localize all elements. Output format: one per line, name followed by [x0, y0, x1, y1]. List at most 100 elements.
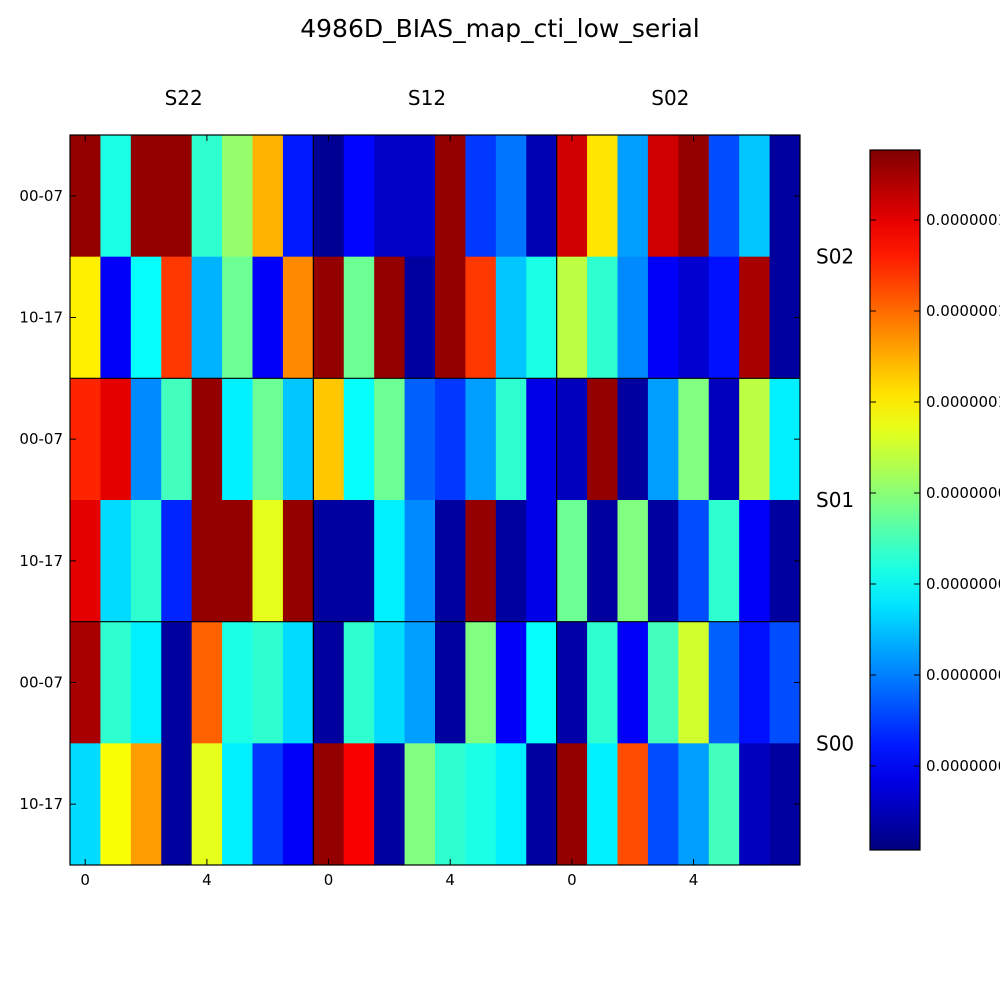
heatmap-cell: [282, 378, 314, 501]
colorbar-tick-label: 0.0000001: [926, 393, 1000, 411]
heatmap-cell: [282, 135, 314, 258]
colorbar-tick-label: 0.0000001: [926, 211, 1000, 229]
heatmap-cell: [100, 743, 132, 866]
heatmap-cell: [343, 743, 375, 866]
heatmap-cell: [252, 378, 284, 501]
y-tick-label: 00-07: [19, 674, 63, 692]
heatmap-cell: [191, 621, 223, 744]
heatmap-cell: [617, 378, 649, 501]
heatmap-cell: [678, 135, 710, 258]
heatmap-cell: [526, 378, 558, 501]
heatmap-cell: [617, 743, 649, 866]
heatmap-cell: [282, 256, 314, 379]
heatmap-cell: [100, 135, 132, 258]
heatmap-cell: [587, 256, 618, 379]
heatmap-cell: [526, 135, 558, 258]
heatmap-cell: [647, 621, 679, 744]
heatmap-frame: [69, 134, 801, 866]
heatmap-cell: [313, 621, 345, 744]
heatmap-cell: [130, 378, 162, 501]
heatmap-cell: [678, 256, 710, 379]
heatmap-cell: [404, 256, 436, 379]
heatmap-cell: [647, 500, 679, 623]
heatmap-cell: [404, 378, 436, 501]
x-tick-label: 4: [689, 871, 699, 889]
heatmap-cell: [100, 256, 132, 379]
heatmap-cell: [465, 743, 497, 866]
heatmap-cell: [708, 135, 740, 258]
heatmap-cell: [556, 135, 588, 258]
y-tick-label: 10-17: [19, 552, 63, 570]
heatmap-cell: [343, 500, 375, 623]
heatmap-cell: [404, 135, 436, 258]
y-tick-label: 00-07: [19, 187, 63, 205]
heatmap-cell: [313, 743, 345, 866]
heatmap-cell: [739, 135, 771, 258]
heatmap-cell: [739, 500, 771, 623]
heatmap-cell: [495, 500, 527, 623]
heatmap-cell: [587, 743, 618, 866]
heatmap-cell: [739, 378, 771, 501]
heatmap-cell: [404, 743, 436, 866]
colorbar-tick-label: 0.0000000: [926, 666, 1000, 684]
heatmap-cell: [435, 743, 466, 866]
heatmap-cell: [343, 135, 375, 258]
colorbar-tick-label: 0.0000000: [926, 575, 1000, 593]
heatmap-cell: [404, 500, 436, 623]
heatmap-cell: [100, 378, 132, 501]
heatmap-cell: [252, 621, 284, 744]
heatmap-cell: [587, 135, 618, 258]
heatmap-cell: [130, 135, 162, 258]
row-group-label: S02: [816, 245, 854, 269]
heatmap-cell: [495, 378, 527, 501]
x-tick-label: 0: [324, 871, 334, 889]
heatmap-cell: [739, 621, 771, 744]
heatmap-cell: [708, 500, 740, 623]
heatmap-cell: [161, 500, 193, 623]
heatmap-cell: [556, 743, 588, 866]
chart-title: 4986D_BIAS_map_cti_low_serial: [300, 14, 700, 43]
heatmap-cell: [161, 621, 193, 744]
column-group-label: S02: [651, 86, 689, 110]
heatmap-cell: [435, 500, 466, 623]
heatmap-cell: [526, 743, 558, 866]
heatmap-cell: [678, 500, 710, 623]
heatmap-cell: [526, 256, 558, 379]
heatmap-cell: [191, 743, 223, 866]
heatmap-cell: [374, 256, 406, 379]
heatmap-cell: [313, 135, 345, 258]
plot-border: [69, 134, 801, 866]
heatmap-cell: [587, 621, 618, 744]
heatmap-cell: [191, 256, 223, 379]
heatmap-cell: [556, 621, 588, 744]
heatmap-cell: [526, 500, 558, 623]
heatmap-cell: [374, 500, 406, 623]
heatmap-cell: [222, 135, 253, 258]
heatmap-cell: [374, 135, 406, 258]
heatmap-cell: [191, 500, 223, 623]
heatmap-cell: [465, 500, 497, 623]
heatmap-cell: [100, 621, 132, 744]
heatmap-cell: [465, 256, 497, 379]
colorbar-gradient: [869, 149, 921, 851]
heatmap-cell: [465, 378, 497, 501]
x-tick-label: 0: [80, 871, 90, 889]
axis-ticks: [70, 135, 800, 865]
colorbar: 0.0000001 0.0000001 0.0000001 0.0000000 0.00…: [869, 149, 1000, 851]
heatmap-cell: [678, 378, 710, 501]
heatmap-cell: [343, 621, 375, 744]
heatmap-cell: [130, 621, 162, 744]
heatmap-cell: [435, 135, 466, 258]
y-tick-label: 10-17: [19, 795, 63, 813]
heatmap-cell: [161, 135, 193, 258]
heatmap-cell: [526, 621, 558, 744]
heatmap-cell: [374, 378, 406, 501]
heatmap-cell: [252, 135, 284, 258]
heatmap-cell: [252, 500, 284, 623]
heatmap-cell: [222, 500, 253, 623]
heatmap-cell: [587, 378, 618, 501]
heatmap-cell: [161, 743, 193, 866]
heatmap-cell: [739, 256, 771, 379]
heatmap-cell: [617, 621, 649, 744]
